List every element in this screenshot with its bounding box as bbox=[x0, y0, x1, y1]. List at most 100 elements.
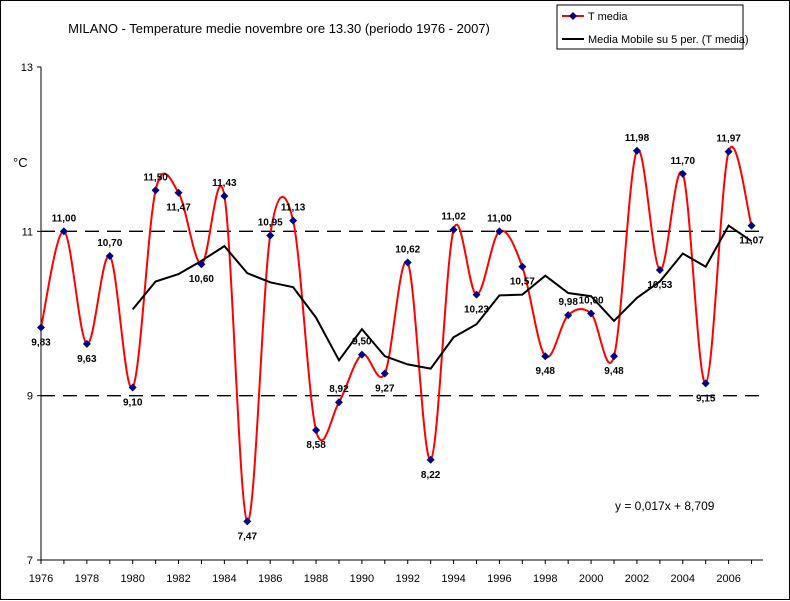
data-label: 10,70 bbox=[97, 238, 122, 249]
trendline-equation: y = 0,017x + 8,709 bbox=[615, 499, 715, 513]
data-label: 10,23 bbox=[464, 305, 489, 316]
data-point bbox=[289, 216, 298, 225]
y-tick-label: 13 bbox=[21, 62, 33, 74]
data-point bbox=[449, 225, 458, 234]
data-labels: 9,83 11,00 9,63 10,70 9,10 11,50 11,47 10,60 11,… bbox=[31, 133, 764, 543]
series-t-media bbox=[40, 146, 753, 523]
data-point bbox=[587, 309, 596, 318]
x-tick-label: 1986 bbox=[258, 573, 282, 585]
data-point bbox=[174, 188, 183, 197]
data-label: 10,95 bbox=[258, 217, 283, 228]
data-point bbox=[151, 186, 160, 195]
data-point bbox=[678, 169, 687, 178]
data-point bbox=[82, 339, 91, 348]
data-label: 9,63 bbox=[77, 354, 97, 365]
data-label: 11,02 bbox=[441, 212, 466, 223]
data-point bbox=[312, 426, 321, 435]
data-point bbox=[655, 265, 664, 274]
data-label: 11,50 bbox=[143, 172, 168, 183]
data-label: 10,60 bbox=[189, 274, 214, 285]
data-point bbox=[426, 455, 435, 464]
data-label: 11,00 bbox=[52, 213, 77, 224]
data-label: 9,27 bbox=[375, 383, 395, 394]
data-label: 11,13 bbox=[281, 203, 306, 214]
data-label: 9,15 bbox=[696, 393, 716, 404]
x-tick-label: 1978 bbox=[75, 573, 99, 585]
data-label: 9,48 bbox=[536, 366, 556, 377]
y-tick-label: 11 bbox=[22, 226, 33, 238]
x-tick-label: 1994 bbox=[441, 573, 465, 585]
x-tick-labels: 1976 1978 1980 1982 1984 1986 1988 1990 1992 1994… bbox=[29, 573, 741, 585]
x-tick-label: 1988 bbox=[304, 573, 328, 585]
x-tick-label: 2000 bbox=[579, 573, 603, 585]
x-tick-label: 1992 bbox=[395, 573, 419, 585]
legend-label-t-media: T media bbox=[588, 11, 628, 23]
data-label: 9,48 bbox=[604, 366, 624, 377]
x-tick-label: 1996 bbox=[487, 573, 511, 585]
y-tick-label: 7 bbox=[27, 555, 33, 567]
data-label: 9,98 bbox=[558, 297, 578, 308]
y-axis-label: °C bbox=[13, 155, 28, 170]
legend-box bbox=[556, 4, 744, 50]
axes bbox=[37, 66, 763, 564]
data-point bbox=[243, 517, 252, 526]
data-point bbox=[37, 323, 45, 332]
data-point bbox=[610, 352, 619, 361]
data-label: 8,22 bbox=[421, 470, 441, 481]
data-markers bbox=[37, 146, 756, 526]
data-label: 11,70 bbox=[671, 156, 696, 167]
data-label: 10,53 bbox=[647, 280, 672, 291]
legend: T media Media Mobile su 5 per. (T media) bbox=[556, 4, 749, 50]
x-tick-label: 2006 bbox=[716, 573, 740, 585]
data-label: 11,00 bbox=[487, 213, 512, 224]
chart-title: MILANO - Temperature medie novembre ore … bbox=[68, 21, 490, 36]
data-label: 11,07 bbox=[739, 236, 764, 247]
x-tick-label: 1980 bbox=[120, 573, 144, 585]
data-label: 8,92 bbox=[329, 384, 349, 395]
data-point bbox=[334, 398, 343, 407]
data-label: 10,62 bbox=[395, 245, 420, 256]
data-label: 10,00 bbox=[579, 296, 604, 307]
data-point bbox=[357, 350, 366, 359]
data-point bbox=[197, 260, 206, 269]
x-tick-label: 1984 bbox=[212, 573, 236, 585]
data-label: 11,98 bbox=[625, 133, 650, 144]
data-point bbox=[403, 258, 412, 267]
data-label: 11,43 bbox=[212, 178, 237, 189]
data-point bbox=[632, 146, 641, 155]
data-point bbox=[472, 290, 481, 299]
x-tick-label: 1998 bbox=[533, 573, 557, 585]
data-point bbox=[266, 231, 275, 240]
series-line-t-media bbox=[40, 146, 753, 523]
data-label: 9,50 bbox=[352, 337, 372, 348]
data-label: 9,10 bbox=[123, 397, 143, 408]
x-tick-label: 1990 bbox=[350, 573, 374, 585]
data-point bbox=[380, 369, 389, 378]
data-point bbox=[724, 147, 733, 156]
data-point bbox=[59, 227, 68, 236]
data-label: 7,47 bbox=[238, 531, 258, 542]
y-tick-labels: 7 9 11 13 bbox=[21, 62, 33, 567]
series-moving-average bbox=[131, 224, 753, 370]
x-tick-label: 2002 bbox=[625, 573, 649, 585]
data-point bbox=[701, 379, 710, 388]
data-point bbox=[105, 251, 114, 260]
data-label: 9,83 bbox=[31, 337, 51, 348]
data-label: 11,47 bbox=[166, 203, 191, 214]
data-label: 11,97 bbox=[716, 134, 741, 145]
data-point bbox=[518, 262, 527, 271]
data-point bbox=[564, 311, 573, 320]
data-point bbox=[495, 227, 504, 236]
x-tick-label: 1982 bbox=[166, 573, 190, 585]
x-tick-label: 1976 bbox=[29, 573, 53, 585]
data-label: 10,57 bbox=[510, 277, 535, 288]
legend-marker-t-media bbox=[569, 12, 577, 20]
legend-label-moving-average: Media Mobile su 5 per. (T media) bbox=[588, 34, 749, 46]
data-point bbox=[128, 383, 137, 392]
series-line-moving-average bbox=[131, 224, 753, 370]
data-point bbox=[220, 192, 229, 201]
data-point bbox=[747, 221, 756, 230]
data-point bbox=[541, 352, 550, 361]
